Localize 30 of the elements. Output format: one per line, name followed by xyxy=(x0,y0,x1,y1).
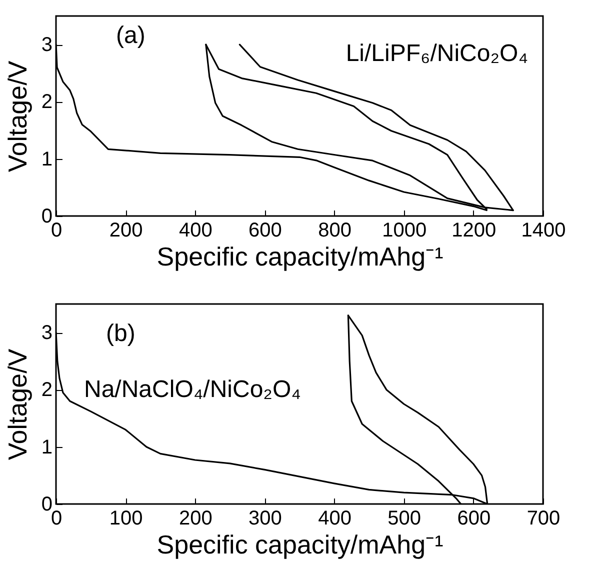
annotation: (b) xyxy=(106,320,136,347)
x-tick-label: 100 xyxy=(109,508,143,530)
y-tick-label: 3 xyxy=(41,34,52,56)
x-axis-title: Specific capacity/mAhg⁻¹ xyxy=(156,242,444,272)
annotation: Na/NaClO₄/NiCo₂O₄ xyxy=(84,376,301,403)
x-axis-title: Specific capacity/mAhg⁻¹ xyxy=(156,530,444,560)
x-tick-label: 300 xyxy=(248,508,282,530)
y-axis-title: Voltage/V xyxy=(2,348,32,460)
x-tick-label: 600 xyxy=(457,508,491,530)
x-tick-label: 400 xyxy=(318,508,352,530)
y-tick-label: 1 xyxy=(41,436,52,458)
x-tick-label: 500 xyxy=(388,508,422,530)
x-tick-label: 200 xyxy=(109,220,143,242)
y-axis-title: Voltage/V xyxy=(2,60,32,172)
x-tick-label: 200 xyxy=(178,508,212,530)
x-tick-label: 1400 xyxy=(521,220,566,242)
y-tick-label: 1 xyxy=(41,148,52,170)
x-tick-label: 1000 xyxy=(382,220,427,242)
y-tick-label: 2 xyxy=(41,379,52,402)
y-tick-label: 3 xyxy=(41,322,52,344)
x-tick-label: 800 xyxy=(318,220,352,242)
y-tick-label: 0 xyxy=(41,206,52,228)
y-tick-label: 0 xyxy=(41,494,52,516)
x-tick-label: 600 xyxy=(248,220,282,242)
annotation: Li/LiPF₆/NiCo₂O₄ xyxy=(346,40,528,67)
x-tick-label: 1200 xyxy=(452,220,496,242)
x-tick-label: 700 xyxy=(526,508,560,530)
y-tick-label: 2 xyxy=(41,91,52,114)
annotation: (a) xyxy=(116,22,146,49)
x-tick-label: 400 xyxy=(178,220,212,242)
